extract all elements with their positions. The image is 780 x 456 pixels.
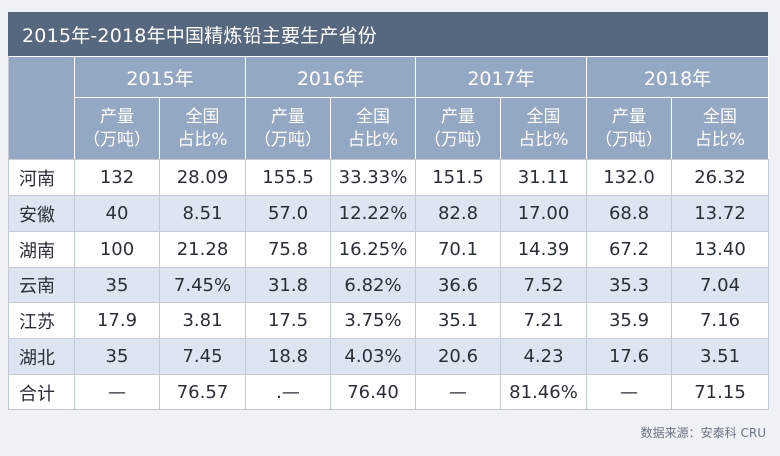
share-header-line1: 全国 xyxy=(526,106,561,127)
table-cell-share: 4.23 xyxy=(501,338,587,374)
table-cell-share: 7.52 xyxy=(501,267,587,302)
production-header-line2: （万吨） xyxy=(254,129,322,150)
table-title: 2015年-2018年中国精炼铅主要生产省份 xyxy=(8,12,768,56)
table-cell-production: — xyxy=(75,374,160,410)
table-cell-share: 76.40 xyxy=(331,374,416,410)
table-cell-share: 6.82% xyxy=(331,267,416,302)
table-cell-production: 57.0 xyxy=(246,195,331,231)
data-source-note: 数据来源：安泰科 CRU xyxy=(640,426,766,440)
table-cell-share: 21.28 xyxy=(160,231,246,267)
table-cell-share: 71.15 xyxy=(672,374,769,410)
share-header-2017: 全国 占比% xyxy=(501,97,587,159)
year-header-2015: 2015年 xyxy=(75,56,246,97)
row-label-province: 湖北 xyxy=(9,338,75,374)
table-cell-production: 35.9 xyxy=(587,302,672,338)
share-header-2018: 全国 占比% xyxy=(672,97,769,159)
share-header-line1: 全国 xyxy=(703,106,737,127)
table-cell-production: 35 xyxy=(75,267,160,302)
row-label-province: 河南 xyxy=(9,159,75,195)
row-label-province: 安徽 xyxy=(9,195,75,231)
header-corner xyxy=(9,56,75,159)
table-cell-production: 17.5 xyxy=(246,302,331,338)
production-header-line2: （万吨） xyxy=(424,129,492,150)
table-cell-production: 35.1 xyxy=(416,302,501,338)
table-cell-production: — xyxy=(416,374,501,410)
production-header-2018: 产量 （万吨） xyxy=(587,97,672,159)
table-cell-production: — xyxy=(587,374,672,410)
table-cell-production: 17.6 xyxy=(587,338,672,374)
table-cell-share: 76.57 xyxy=(160,374,246,410)
share-header-2015: 全国 占比% xyxy=(160,97,246,159)
table-cell-production: 31.8 xyxy=(246,267,331,302)
table-cell-share: 7.04 xyxy=(672,267,769,302)
table-cell-share: 8.51 xyxy=(160,195,246,231)
table-cell-production: .— xyxy=(246,374,331,410)
production-header-line1: 产量 xyxy=(612,106,646,127)
table-cell-share: 81.46% xyxy=(501,374,587,410)
production-header-2017: 产量 （万吨） xyxy=(416,97,501,159)
year-header-2016: 2016年 xyxy=(246,56,416,97)
table-cell-production: 40 xyxy=(75,195,160,231)
share-header-line2: 占比% xyxy=(177,129,228,150)
production-header-line1: 产量 xyxy=(441,106,475,127)
table-cell-share: 3.51 xyxy=(672,338,769,374)
table-cell-production: 132.0 xyxy=(587,159,672,195)
table-cell-share: 3.75% xyxy=(331,302,416,338)
year-header-2018: 2018年 xyxy=(587,56,769,97)
table-cell-share: 4.03% xyxy=(331,338,416,374)
table-cell-production: 70.1 xyxy=(416,231,501,267)
table-cell-share: 7.45 xyxy=(160,338,246,374)
table-cell-share: 31.11 xyxy=(501,159,587,195)
table-cell-share: 7.21 xyxy=(501,302,587,338)
table-cell-production: 67.2 xyxy=(587,231,672,267)
table-cell-share: 7.16 xyxy=(672,302,769,338)
table-cell-production: 36.6 xyxy=(416,267,501,302)
table-cell-production: 155.5 xyxy=(246,159,331,195)
table-cell-production: 68.8 xyxy=(587,195,672,231)
table-cell-share: 33.33% xyxy=(331,159,416,195)
production-header-2015: 产量 （万吨） xyxy=(75,97,160,159)
table-cell-production: 18.8 xyxy=(246,338,331,374)
table-cell-production: 82.8 xyxy=(416,195,501,231)
table-title-text: 2015年-2018年中国精炼铅主要生产省份 xyxy=(22,24,377,47)
row-label-province: 云南 xyxy=(9,267,75,302)
table-cell-share: 12.22% xyxy=(331,195,416,231)
production-header-line2: （万吨） xyxy=(83,129,151,150)
table-cell-production: 20.6 xyxy=(416,338,501,374)
table-cell-share: 3.81 xyxy=(160,302,246,338)
table-cell-production: 35.3 xyxy=(587,267,672,302)
share-header-line2: 占比% xyxy=(694,129,746,150)
production-header-line1: 产量 xyxy=(271,106,305,127)
table-cell-production: 151.5 xyxy=(416,159,501,195)
year-header-2017: 2017年 xyxy=(416,56,587,97)
table-cell-share: 13.40 xyxy=(672,231,769,267)
row-label-province: 合计 xyxy=(9,374,75,410)
table-cell-share: 28.09 xyxy=(160,159,246,195)
production-header-2016: 产量 （万吨） xyxy=(246,97,331,159)
share-header-line2: 占比% xyxy=(518,129,569,150)
table-cell-production: 75.8 xyxy=(246,231,331,267)
share-header-line1: 全国 xyxy=(185,106,220,127)
table-cell-production: 132 xyxy=(75,159,160,195)
share-header-2016: 全国 占比% xyxy=(331,97,416,159)
table-cell-share: 16.25% xyxy=(331,231,416,267)
production-header-line1: 产量 xyxy=(100,106,134,127)
row-label-province: 江苏 xyxy=(9,302,75,338)
table-cell-share: 13.72 xyxy=(672,195,769,231)
table-cell-share: 17.00 xyxy=(501,195,587,231)
table-cell-production: 17.9 xyxy=(75,302,160,338)
share-header-line1: 全国 xyxy=(356,106,390,127)
table-cell-production: 100 xyxy=(75,231,160,267)
table-cell-share: 26.32 xyxy=(672,159,769,195)
share-header-line2: 占比% xyxy=(347,129,399,150)
table-cell-production: 35 xyxy=(75,338,160,374)
production-header-line2: （万吨） xyxy=(595,129,663,150)
table-cell-share: 14.39 xyxy=(501,231,587,267)
table-cell-share: 7.45% xyxy=(160,267,246,302)
lead-production-table: 2015年 2016年 2017年 2018年 产量 （万吨） 全国 占比% 产… xyxy=(8,56,769,410)
row-label-province: 湖南 xyxy=(9,231,75,267)
